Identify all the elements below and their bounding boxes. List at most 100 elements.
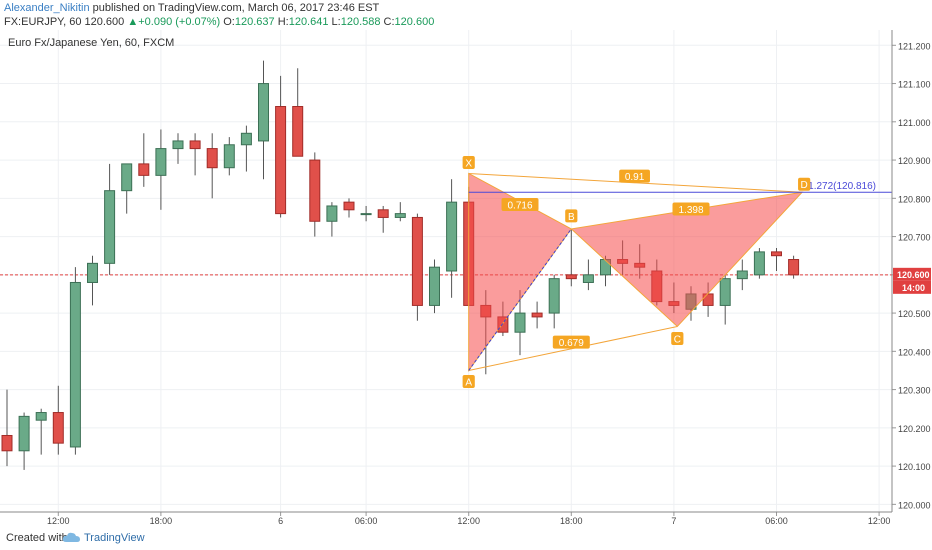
candle-body xyxy=(189,140,201,150)
publish-line: Alexander_Nikitin published on TradingVi… xyxy=(4,2,379,14)
candle-body xyxy=(69,281,81,448)
ratio-badge-text: 0.91 xyxy=(625,172,645,183)
ab-dashed-line xyxy=(468,228,572,371)
candle-body xyxy=(565,274,577,280)
candle-body xyxy=(360,213,372,216)
candle xyxy=(446,179,458,298)
x-tick-label: 18:00 xyxy=(150,516,173,526)
ratio-badge: 0.716 xyxy=(501,197,539,211)
y-tick-label: 120.800 xyxy=(898,194,931,204)
candle-body xyxy=(18,415,30,452)
candle xyxy=(343,198,355,218)
x-tick-label: 12:00 xyxy=(457,516,480,526)
candle xyxy=(771,248,782,271)
candle xyxy=(189,133,201,176)
point-b-bg xyxy=(565,209,578,223)
candle xyxy=(1,389,13,467)
point-a-bg xyxy=(462,374,475,388)
candle xyxy=(292,68,304,157)
candle xyxy=(394,202,406,222)
y-tick-label: 120.300 xyxy=(898,386,931,396)
candle xyxy=(275,75,287,218)
close-label: C: xyxy=(383,16,395,28)
ratio-badge-bg xyxy=(501,197,539,211)
candle-body xyxy=(788,259,800,276)
x-tick-label: 6 xyxy=(278,516,283,526)
x-tick-label: 12:00 xyxy=(47,516,70,526)
candle-body xyxy=(531,312,543,318)
point-x-text: X xyxy=(465,158,472,169)
x-tick-label: 7 xyxy=(671,516,676,526)
candle-body xyxy=(548,278,560,314)
candle-body xyxy=(377,209,389,218)
candle xyxy=(206,133,218,199)
grid xyxy=(0,30,892,512)
point-a: A xyxy=(462,374,475,388)
candle-body xyxy=(1,434,13,452)
candle-body xyxy=(753,251,765,276)
ratio-badge-text: 0.716 xyxy=(507,200,532,211)
candle xyxy=(18,412,30,470)
tradingview-brand[interactable]: TradingView xyxy=(84,532,145,544)
candle-body xyxy=(771,251,782,257)
candle-body xyxy=(394,213,406,218)
author-link[interactable]: Alexander_Nikitin xyxy=(4,2,90,14)
candle xyxy=(223,137,235,176)
change-value: +0.090 (+0.07%) xyxy=(138,16,221,28)
candle-body xyxy=(87,262,98,283)
ratio-badge: 0.91 xyxy=(619,169,650,183)
candle-body xyxy=(206,148,218,169)
candle xyxy=(565,228,577,287)
candle-body xyxy=(240,132,252,146)
x-tick-label: 12:00 xyxy=(868,516,891,526)
y-tick-label: 121.000 xyxy=(898,118,931,128)
chart-header: Alexander_Nikitin published on TradingVi… xyxy=(0,0,932,30)
y-tick-label: 120.400 xyxy=(898,347,931,357)
low-label: L: xyxy=(331,16,341,28)
candle-body xyxy=(326,205,338,222)
current-price-value: 120.600 xyxy=(897,270,930,280)
ratio-badge-text: 0.679 xyxy=(559,338,584,349)
open-value: 120.637 xyxy=(234,16,275,28)
point-d-bg xyxy=(798,177,811,191)
y-tick-label: 120.700 xyxy=(898,233,931,243)
y-tick-label: 121.100 xyxy=(898,80,931,90)
candle xyxy=(172,133,184,164)
xd-line xyxy=(468,172,803,193)
candle-body xyxy=(411,216,423,306)
candle xyxy=(548,274,560,329)
candle xyxy=(52,385,64,455)
candle xyxy=(736,259,748,291)
price-axis[interactable]: 120.000 120.100 120.200 120.300 120.400 120.5… xyxy=(891,30,931,512)
change-arrow-icon: ▲ xyxy=(127,16,139,28)
y-tick-label: 120.900 xyxy=(898,156,931,166)
candle xyxy=(360,205,372,222)
candle xyxy=(104,163,116,275)
candle-body xyxy=(446,201,458,272)
point-a-text: A xyxy=(465,377,472,388)
candle xyxy=(582,259,594,291)
y-tick-label: 120.200 xyxy=(898,424,931,434)
candle xyxy=(121,163,133,214)
point-x-bg xyxy=(462,155,475,169)
price-chart[interactable]: 1.272(120.816) X A B C D 0.716 0.679 1.398 0.91 1… xyxy=(0,0,932,528)
ratio-badge-bg xyxy=(619,169,650,183)
candle xyxy=(138,133,150,187)
current-price-tag: 120.600 xyxy=(893,267,931,281)
candle-body xyxy=(172,140,184,150)
candle-body xyxy=(429,266,440,306)
candle xyxy=(309,152,321,237)
candle-body xyxy=(223,144,235,169)
point-b: B xyxy=(565,209,578,223)
low-value: 120.588 xyxy=(340,16,381,28)
ratio-badge-bg xyxy=(552,335,590,349)
ratio-badge-bg xyxy=(672,202,710,216)
candle-body xyxy=(138,163,150,176)
candle xyxy=(719,274,731,325)
candle-body xyxy=(52,412,64,444)
harmonic-pattern[interactable]: 1.272(120.816) X A B C D 0.716 0.679 1.398 0.91 xyxy=(462,155,892,389)
y-tick-label: 120.000 xyxy=(898,500,931,510)
point-c-text: C xyxy=(674,334,681,345)
created-with-label: Created with xyxy=(6,532,68,544)
time-axis[interactable]: 12:00 18:00 6 06:00 12:00 18:00 7 06:00 12:00 xyxy=(0,511,892,526)
